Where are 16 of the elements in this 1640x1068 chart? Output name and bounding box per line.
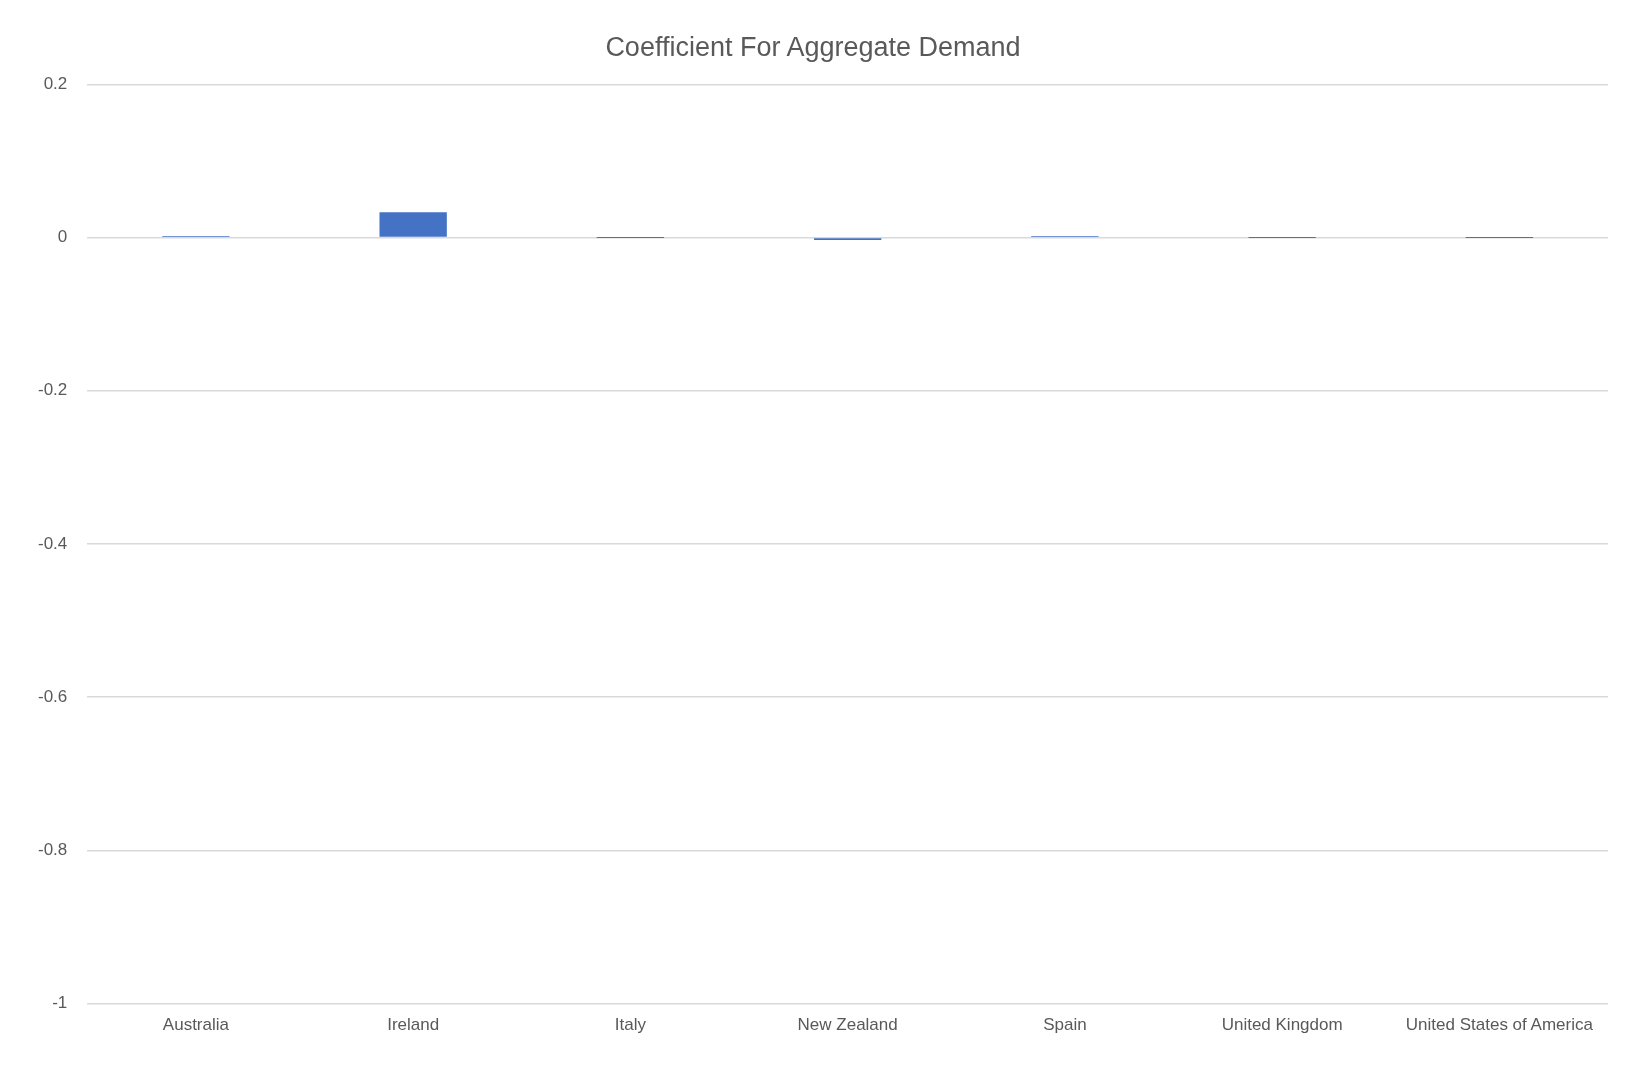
y-tick-label: 0: [57, 227, 68, 247]
y-tick-label: -1: [52, 993, 68, 1013]
x-tick-label: New Zealand: [797, 1015, 898, 1035]
x-tick-label: Spain: [1043, 1015, 1087, 1035]
y-tick-label: -0.4: [38, 533, 68, 553]
y-tick-label: -0.8: [38, 840, 68, 860]
x-tick-label: Italy: [614, 1015, 647, 1035]
x-tick-label: Australia: [162, 1015, 230, 1035]
chart-title: Coefficient For Aggregate Demand: [605, 31, 1021, 62]
y-tick-label: -0.6: [38, 686, 68, 706]
y-tick-label: -0.2: [38, 380, 68, 400]
x-tick-label: Ireland: [387, 1015, 440, 1035]
x-tick-label: United Kingdom: [1221, 1015, 1343, 1035]
x-tick-label: United States of America: [1405, 1015, 1594, 1035]
bar: [379, 212, 447, 237]
y-tick-label: 0.2: [43, 74, 68, 94]
